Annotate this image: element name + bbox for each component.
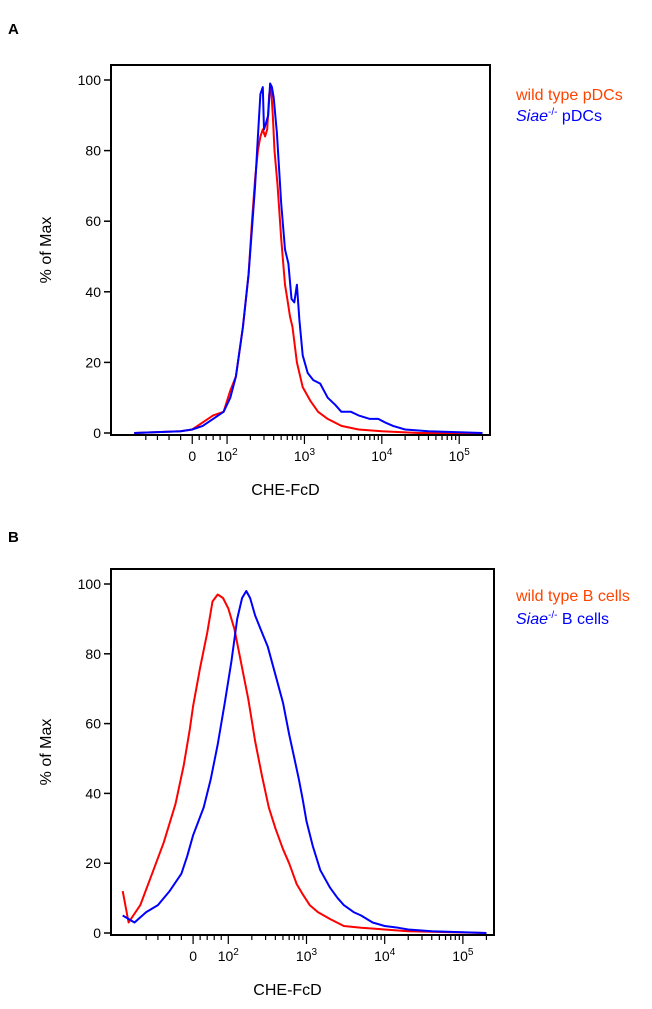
- series-line-siae-b-cells: [122, 590, 487, 934]
- series-line-wild-type-b-cells: [121, 593, 487, 934]
- y-tick-label: 0: [93, 925, 101, 941]
- x-tick-label: 102: [216, 447, 238, 464]
- panel-a-chart: 0 20 40 60 80 100 0 102 103 104 105 CHE-FcD % of Max: [38, 64, 491, 499]
- y-tick-label: 20: [85, 855, 101, 871]
- series-line-wild-type-pdcs: [134, 86, 483, 434]
- y-tick-label: 80: [85, 143, 101, 159]
- legend-b-entry-2: Siae-/- B cells: [516, 610, 609, 628]
- y-tick-label: 100: [78, 72, 102, 88]
- y-tick-label: 60: [85, 213, 101, 229]
- plot-frame: [110, 568, 495, 936]
- y-tick-label: 100: [78, 576, 102, 592]
- panel-b-chart: 0 20 40 60 80 100 0 102 103 104 105 CHE-FcD % of Max: [38, 568, 495, 999]
- legend-a-entry-1: wild type pDCs: [515, 87, 623, 104]
- legend-a-entry-2: Siae-/- pDCs: [516, 107, 602, 125]
- x-tick-label: 105: [449, 447, 471, 464]
- y-tick-label: 20: [85, 354, 101, 370]
- x-tick-label: 0: [188, 448, 196, 464]
- panel-label-b: B: [8, 529, 19, 546]
- x-tick-label: 0: [189, 948, 197, 964]
- x-axis-title: CHE-FcD: [253, 982, 321, 999]
- y-axis-title: % of Max: [38, 217, 55, 284]
- y-axis-title: % of Max: [38, 719, 55, 786]
- x-tick-label: 103: [296, 947, 318, 964]
- x-tick-label: 102: [218, 947, 240, 964]
- y-tick-label: 60: [85, 716, 101, 732]
- y-tick-label: 40: [85, 785, 101, 801]
- panel-label-a: A: [8, 21, 19, 38]
- y-tick-label: 0: [93, 425, 101, 441]
- x-tick-label: 105: [452, 947, 474, 964]
- x-axis-title: CHE-FcD: [251, 482, 319, 499]
- x-tick-label: 103: [294, 447, 316, 464]
- series-line-siae-pdcs: [134, 82, 483, 434]
- y-tick-label: 80: [85, 646, 101, 662]
- x-tick-label: 104: [371, 447, 393, 464]
- y-tick-label: 40: [85, 284, 101, 300]
- x-tick-label: 104: [374, 947, 396, 964]
- legend-b-entry-1: wild type B cells: [515, 588, 630, 605]
